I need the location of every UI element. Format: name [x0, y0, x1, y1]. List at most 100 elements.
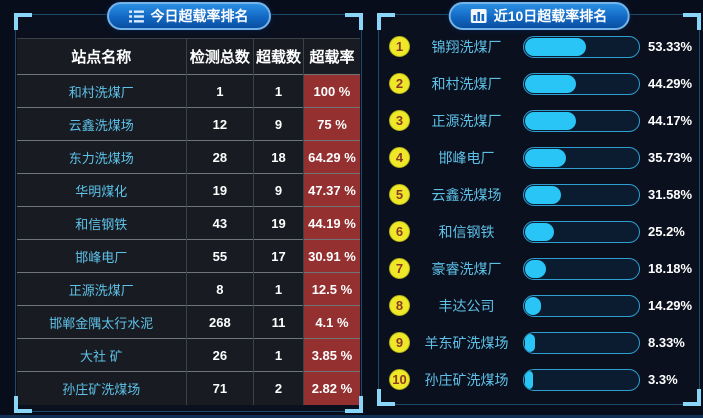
ranking-list-item: 6 和信钢铁 25.2% — [379, 213, 699, 250]
overload-rate-cell: 30.91 % — [302, 239, 360, 273]
progress-bar-track — [523, 35, 640, 58]
ranking-list-item: 3 正源洗煤厂 44.17% — [379, 102, 699, 139]
total-count-cell: 71 — [185, 371, 254, 405]
overload-rate-cell: 100 % — [302, 74, 360, 108]
corner-bracket-icon — [345, 13, 363, 30]
table-row: 华明煤化 19 9 47.37 % — [17, 173, 360, 207]
rank-site-name: 和信钢铁 — [438, 223, 495, 240]
total-count-cell: 55 — [185, 239, 254, 273]
rank-site-name: 云鑫洗煤场 — [431, 186, 502, 203]
rank-site-name: 羊东矿洗煤场 — [424, 334, 509, 351]
rank-number-badge: 4 — [389, 147, 410, 168]
rank-percentage-label: 44.29% — [648, 76, 693, 91]
total-count-cell: 28 — [185, 140, 254, 174]
ranking-list-item: 4 邯峰电厂 35.73% — [379, 139, 699, 176]
progress-bar-fill — [525, 296, 542, 315]
list-icon — [128, 9, 144, 23]
table-row: 云鑫洗煤场 12 9 75 % — [17, 107, 360, 141]
rank-percentage-label: 14.29% — [648, 298, 693, 313]
total-count-cell: 268 — [185, 305, 254, 339]
rank-number-badge: 7 — [389, 258, 410, 279]
overload-rate-cell: 2.82 % — [302, 371, 360, 405]
corner-bracket-icon — [14, 13, 32, 30]
rank-number-badge: 5 — [389, 184, 410, 205]
col-header-site-name: 站点名称 — [17, 38, 187, 75]
rank-site-name: 正源洗煤厂 — [431, 112, 502, 129]
overload-rate-cell: 3.85 % — [302, 338, 360, 372]
progress-bar-track — [523, 257, 640, 280]
ranking-list: 1 锦翔洗煤厂 53.33% 2 和村洗煤厂 44.29% 3 正源洗煤厂 44.17% 4 邯峰电… — [379, 15, 699, 398]
progress-bar-track — [523, 109, 640, 132]
rank-site-name: 丰达公司 — [438, 297, 495, 314]
rank-site-name: 邯峰电厂 — [438, 149, 495, 166]
overload-rate-cell: 75 % — [302, 107, 360, 141]
progress-bar-fill — [525, 370, 533, 389]
corner-bracket-icon — [345, 396, 363, 413]
overload-count-cell: 19 — [253, 206, 304, 240]
rank-percentage-label: 31.58% — [648, 187, 693, 202]
rank-number-badge: 9 — [389, 332, 410, 353]
corner-bracket-icon — [377, 389, 395, 406]
col-header-overload-count: 超载数 — [253, 38, 304, 75]
site-name-cell: 东力洗煤场 — [17, 140, 187, 174]
ranking-list-item: 5 云鑫洗煤场 31.58% — [379, 176, 699, 213]
bar-chart-icon — [470, 9, 487, 23]
table-row: 正源洗煤厂 8 1 12.5 % — [17, 272, 360, 306]
ten-day-panel-title-button[interactable]: 近10日超载率排名 — [448, 2, 630, 30]
table-row: 和信钢铁 43 19 44.19 % — [17, 206, 360, 240]
table-row: 孙庄矿洗煤场 71 2 2.82 % — [17, 371, 360, 405]
today-panel-title-button[interactable]: 今日超载率排名 — [106, 2, 271, 30]
rank-number-badge: 6 — [389, 221, 410, 242]
col-header-overload-rate: 超载率 — [302, 38, 360, 75]
ranking-list-item: 2 和村洗煤厂 44.29% — [379, 65, 699, 102]
rank-number-badge: 8 — [389, 295, 410, 316]
rank-site-name: 和村洗煤厂 — [431, 75, 502, 92]
ranking-list-item: 7 豪睿洗煤厂 18.18% — [379, 250, 699, 287]
overload-count-cell: 11 — [253, 305, 304, 339]
ten-day-overload-panel: 近10日超载率排名 1 锦翔洗煤厂 53.33% 2 和村洗煤厂 44.29% 3 正源洗煤厂… — [377, 2, 701, 406]
total-count-cell: 26 — [185, 338, 254, 372]
progress-bar-fill — [525, 37, 587, 56]
progress-bar-fill — [525, 148, 567, 167]
rank-percentage-label: 25.2% — [648, 224, 685, 239]
overload-rate-cell: 12.5 % — [302, 272, 360, 306]
progress-bar-track — [523, 146, 640, 169]
progress-bar-track — [523, 368, 640, 391]
rank-site-name: 锦翔洗煤厂 — [431, 38, 502, 55]
rank-percentage-label: 3.3% — [648, 372, 678, 387]
overload-count-cell: 1 — [253, 74, 304, 108]
overload-count-cell: 17 — [253, 239, 304, 273]
total-count-cell: 43 — [185, 206, 254, 240]
corner-bracket-icon — [683, 389, 701, 406]
site-name-cell: 云鑫洗煤场 — [17, 107, 187, 141]
overload-count-cell: 2 — [253, 371, 304, 405]
overload-rate-cell: 47.37 % — [302, 173, 360, 207]
overload-rate-cell: 44.19 % — [302, 206, 360, 240]
site-name-cell: 大社 矿 — [17, 338, 187, 372]
site-name-cell: 和村洗煤厂 — [17, 74, 187, 108]
overload-count-cell: 18 — [253, 140, 304, 174]
ranking-list-item: 1 锦翔洗煤厂 53.33% — [379, 28, 699, 65]
ranking-list-item: 9 羊东矿洗煤场 8.33% — [379, 324, 699, 361]
rank-percentage-label: 53.33% — [648, 39, 693, 54]
rank-percentage-label: 44.17% — [648, 113, 693, 128]
overload-count-cell: 1 — [253, 338, 304, 372]
progress-bar-track — [523, 72, 640, 95]
site-name-cell: 正源洗煤厂 — [17, 272, 187, 306]
table-header-row: 站点名称 检测总数 超载数 超载率 — [17, 38, 360, 75]
today-panel-title: 今日超载率排名 — [150, 8, 249, 24]
rank-percentage-label: 8.33% — [648, 335, 685, 350]
overload-count-cell: 9 — [253, 173, 304, 207]
corner-bracket-icon — [683, 13, 701, 30]
rank-site-name: 孙庄矿洗煤场 — [424, 371, 509, 388]
col-header-total-count: 检测总数 — [185, 38, 254, 75]
progress-bar-fill — [525, 74, 576, 93]
rank-percentage-label: 35.73% — [648, 150, 693, 165]
table-row: 大社 矿 26 1 3.85 % — [17, 338, 360, 372]
ranking-list-item: 10 孙庄矿洗煤场 3.3% — [379, 361, 699, 398]
total-count-cell: 1 — [185, 74, 254, 108]
corner-bracket-icon — [14, 396, 32, 413]
table-row: 邯郸金隅太行水泥 268 11 4.1 % — [17, 305, 360, 339]
overload-rate-cell: 4.1 % — [302, 305, 360, 339]
site-name-cell: 华明煤化 — [17, 173, 187, 207]
